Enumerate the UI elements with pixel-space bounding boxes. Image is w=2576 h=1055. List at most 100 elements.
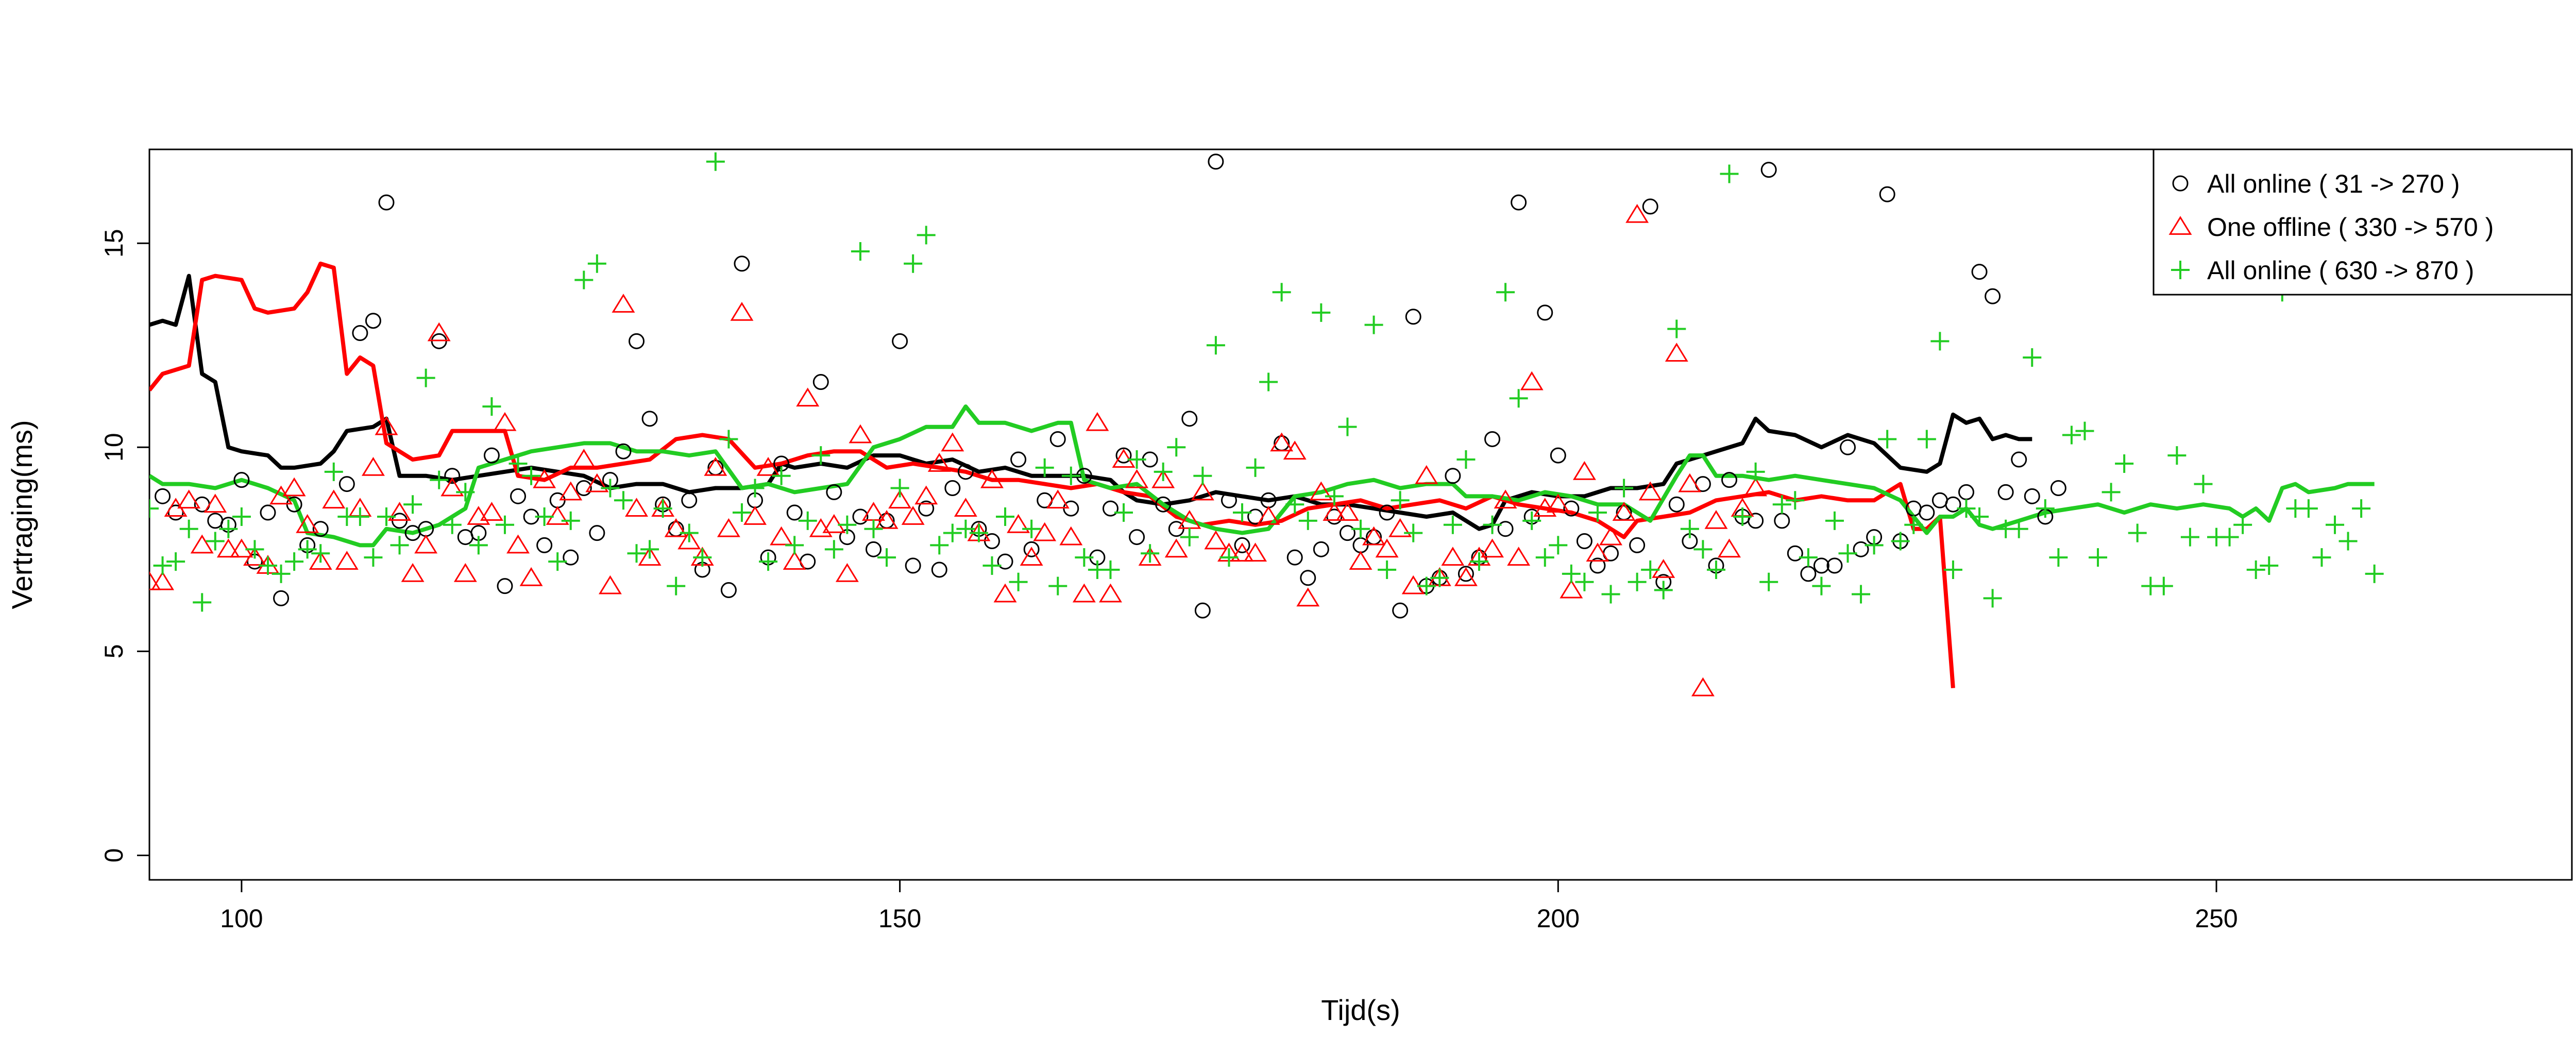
series-2-point [204,494,227,513]
series-1-point [1313,541,1329,557]
series-2-point [427,322,451,342]
series-3-point [917,226,936,245]
series-3-point [864,519,883,538]
series-2-point [1059,526,1083,546]
series-2-point [1454,567,1478,586]
series-2-point [1586,542,1609,562]
series-1-point [1115,447,1132,464]
series-2-point [1612,502,1636,521]
series-3-point [1930,332,1950,351]
series-1-point [312,521,329,537]
series-3-point [1562,564,1581,583]
series-1-point [207,513,224,529]
series-2-point [1625,203,1649,223]
series-3-point [1970,507,1989,526]
series-3-point [1746,462,1765,481]
series-2-point [980,469,1004,488]
series-1-point [615,443,632,460]
x-axis-label: Tijd(s) [1321,994,1400,1026]
series-3-point [2260,556,2279,575]
series-2-point [1230,542,1254,562]
series-3-point [1048,576,1067,595]
series-3-point [2062,426,2081,445]
series-3-point [1943,560,1962,579]
y-tick-label: 15 [99,229,128,258]
series-3-point [1285,495,1304,514]
y-axis-label: Vertraging(ms) [6,420,38,609]
series-1-point [1010,451,1027,468]
series-2-point [493,412,517,431]
series-3-point [1852,585,1871,604]
series-2-point [1375,538,1399,558]
series-2-point [770,526,793,546]
series-2-point [1191,481,1214,501]
series-2-point [1323,502,1346,521]
series-2-point [1296,587,1320,607]
series-2-point [717,518,740,537]
axis-ticks: 100 150 200 250 0 5 10 15 [99,229,2238,933]
series-3-point [219,519,238,538]
series-1-point [1511,194,1527,211]
series-2-point [914,485,938,505]
series-1-point [1181,411,1198,427]
series-3-point [1009,572,1028,591]
series-2-point [506,534,530,554]
series-1-point [1339,525,1355,541]
series-2-point [1335,502,1359,521]
series-2-point [1270,432,1294,452]
series-2-point [1718,538,1741,558]
series-1-point [1286,549,1303,566]
series-2-point [1349,551,1372,570]
series-1-point [826,484,842,500]
series-1-point [563,549,579,566]
series-1-point [1721,472,1738,488]
series-2-point [1257,506,1280,525]
series-1-point [1576,533,1592,549]
series-3-point [2365,564,2384,583]
series-3-point [1983,589,2002,608]
series-2-point [888,489,912,509]
series-3-point [1233,503,1252,522]
series-1-point [641,411,658,427]
series-3-point [1364,315,1383,334]
series-1-point [865,541,882,557]
series-2-point [638,547,662,566]
series-3-point [680,523,699,542]
series-3-point [166,552,185,571]
series-2-point [1151,469,1175,488]
series-1-point [681,492,698,508]
series-3-point [1654,581,1673,600]
series-3-point [2128,523,2147,542]
series-3-smooth-line [149,404,2375,548]
series-3-point [298,540,317,559]
series-3-point [1351,519,1370,538]
legend: All online ( 31 -> 270 ) One offline ( 33… [2153,148,2573,296]
series-3-point [2220,528,2239,547]
series-2-point [598,575,622,594]
series-2-point [1507,547,1531,566]
series-2-point [1164,538,1188,558]
series-1-point [1774,513,1790,529]
series-1-point [629,333,645,349]
series-1-point [2011,451,2027,468]
series-2-point [533,469,556,488]
series-1-point [931,561,947,578]
series-3-point [430,470,449,489]
series-1-point [2024,488,2040,504]
series-3-point [2246,560,2265,579]
series-1-point [260,504,276,521]
series-2-point [296,514,319,533]
series-3-point [2102,483,2121,502]
series-3-point [1904,515,1923,534]
series-3-point [614,491,633,510]
series-3-point [1522,511,1541,530]
series-1-point [1813,557,1829,574]
series-3-point [2009,519,2028,538]
series-2-point [335,551,359,570]
series-2-point [585,473,609,492]
series-3-point [1180,528,1199,547]
series-3-point [443,515,462,534]
series-1-point [365,313,381,329]
series-3-point [587,254,606,273]
x-tick-label: 250 [2195,904,2238,933]
